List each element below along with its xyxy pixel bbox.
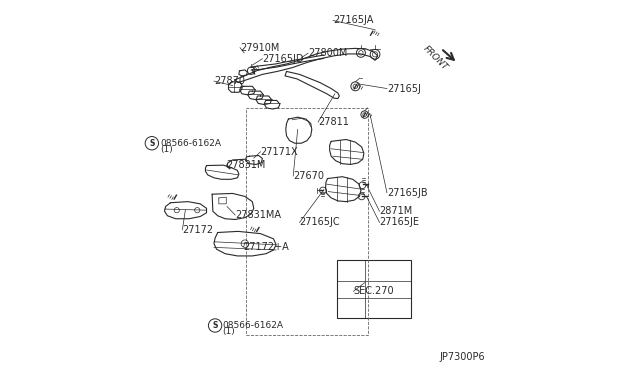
Text: 27165JA: 27165JA [333,16,373,25]
Text: JP7300P6: JP7300P6 [439,352,484,362]
Text: 27831MA: 27831MA [235,210,281,220]
Text: (1): (1) [223,327,236,336]
Text: 08566-6162A: 08566-6162A [160,139,221,148]
Text: 27165J: 27165J [387,84,421,93]
Text: (1): (1) [160,145,173,154]
Text: S: S [212,321,218,330]
Text: 27165JC: 27165JC [300,218,340,227]
Text: 27165JE: 27165JE [380,218,420,227]
Text: 27811: 27811 [318,117,349,127]
Text: 27171X: 27171X [260,147,298,157]
Text: FRONT: FRONT [421,44,449,72]
Bar [246,108,369,335]
Text: 27172+A: 27172+A [244,242,289,251]
Text: 27800M: 27800M [308,48,348,58]
Text: SEC.270: SEC.270 [353,286,394,296]
Text: 27670: 27670 [293,171,324,181]
Bar [337,260,411,318]
Text: S: S [149,139,154,148]
Text: 27831M: 27831M [227,160,266,170]
Text: 27910M: 27910M [240,43,280,52]
Text: 08566-6162A: 08566-6162A [223,321,284,330]
Text: 27165JB: 27165JB [387,188,428,198]
Text: 27172: 27172 [182,225,214,235]
Text: 27165JD: 27165JD [262,54,304,64]
Text: 27870: 27870 [214,76,245,86]
Text: 2871M: 2871M [380,206,413,216]
